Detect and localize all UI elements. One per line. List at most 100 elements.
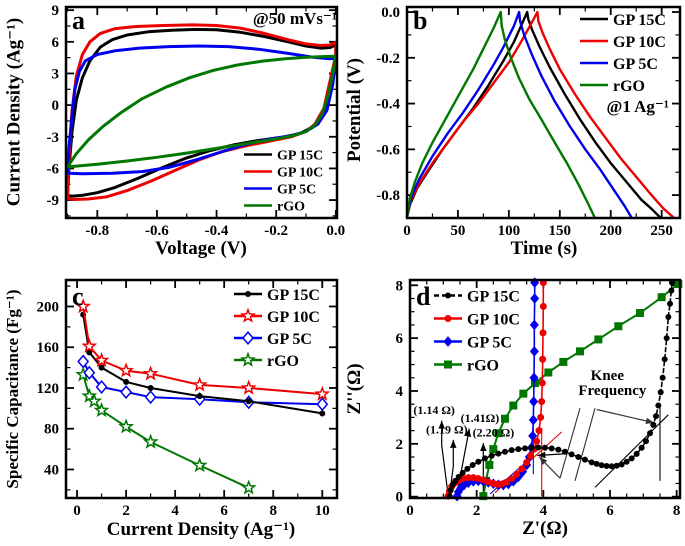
panel-c-rate-capability: 0 2 4 6 8 10 40 80 120 160 200 GP 15C GP 10C GP 5C rGO… xyxy=(0,272,342,546)
x-tick-label: 150 xyxy=(549,223,572,239)
legend-item-GP-15C: GP 15C xyxy=(580,12,666,29)
legend-label: rGO xyxy=(467,357,499,374)
legend-item-GP-15C: GP 15C xyxy=(244,149,323,164)
panel-c-label: c xyxy=(72,282,84,311)
x-tick-label: 2 xyxy=(122,503,130,519)
legend-label: rGO xyxy=(267,353,299,370)
legend: GP 15C GP 10C GP 5C rGO xyxy=(234,287,320,370)
legend-label: GP 5C xyxy=(613,56,658,73)
x-tick-label: 2 xyxy=(473,503,481,519)
panel-c-x-axis-title: Current Density (Ag⁻¹) xyxy=(106,519,296,540)
series-GP-10C xyxy=(75,298,331,401)
y-tick-label: 40 xyxy=(44,462,59,478)
panel-d-nyquist: 0 2 4 6 8 0 2 4 6 8 (1.14 Ω) (1.19 Ω) (1.41Ω) (2.20 Ω… xyxy=(342,272,685,546)
legend-item-GP-5C: GP 5C xyxy=(434,334,512,351)
y-tick-label: -0.6 xyxy=(376,142,400,158)
legend-item-GP-5C: GP 5C xyxy=(244,183,316,198)
series-GP-15C xyxy=(446,279,675,500)
plot-frame xyxy=(408,278,682,500)
legend-item-GP-10C: GP 10C xyxy=(434,311,520,328)
y-tick-label: -9 xyxy=(47,193,60,209)
legend-item-rGO: rGO xyxy=(580,78,645,95)
y-tick-label: 9 xyxy=(52,3,60,19)
panel-d-x-axis-title: Z'(Ω) xyxy=(522,518,568,539)
annotation-line xyxy=(574,408,596,481)
y-tick-label: 200 xyxy=(37,299,60,315)
panel-b-label: b xyxy=(413,6,428,35)
x-tick-label: -0.4 xyxy=(205,223,229,239)
legend: GP 15C GP 10C GP 5C rGO xyxy=(434,288,520,374)
panel-b-canvas: 0 50 100 150 200 250 0.0 -0.2 -0.4 -0.6 -0.8 GP 15C… xyxy=(376,5,682,239)
y-tick-label: -0.8 xyxy=(376,188,400,204)
legend-label: GP 10C xyxy=(277,166,323,181)
legend-label: GP 10C xyxy=(267,309,320,326)
annotation-arrow xyxy=(441,420,449,495)
annotation-arrow xyxy=(596,408,655,424)
y-tick-label: 8 xyxy=(396,278,404,294)
panel-c-canvas: 0 2 4 6 8 10 40 80 120 160 200 GP 15C GP 10C GP 5C rGO xyxy=(37,278,339,519)
legend-label: GP 15C xyxy=(277,149,323,164)
legend-label: GP 5C xyxy=(277,183,316,198)
legend-item-GP-15C: GP 15C xyxy=(434,288,520,305)
legend-label: GP 10C xyxy=(467,311,520,328)
legend-label: GP 10C xyxy=(613,34,666,51)
annotation-text: (1.14 Ω) xyxy=(413,403,455,417)
y-tick-label: 2 xyxy=(396,437,404,453)
x-tick-label: 250 xyxy=(650,223,673,239)
y-tick-label: 0 xyxy=(396,490,404,506)
y-tick-label: 80 xyxy=(44,422,59,438)
panel-b-y-axis-title: Potential (V) xyxy=(344,58,365,162)
x-tick-label: 6 xyxy=(606,503,614,519)
annotation-text: Frequency xyxy=(578,383,647,399)
y-tick-label: 6 xyxy=(52,35,60,51)
y-tick-label: 0 xyxy=(52,98,60,114)
x-tick-label: 4 xyxy=(171,503,179,519)
plot-frame xyxy=(405,5,682,220)
panel-a-cv: -0.8 -0.6 -0.4 -0.2 0.0 -9 -6 -3 0 3 6 9 GP 15C GP 10… xyxy=(0,0,346,272)
x-tick-label: 200 xyxy=(599,223,622,239)
series-GP-10C xyxy=(66,23,338,201)
series-GP-5C xyxy=(66,44,338,176)
legend-label: GP 15C xyxy=(267,287,320,304)
panel-a-scan-rate-note: @50 mVs⁻¹ xyxy=(252,9,337,28)
series-GP-10C xyxy=(405,10,675,219)
x-tick-label: 4 xyxy=(540,503,548,519)
series-GP-15C xyxy=(66,27,338,198)
x-tick-label: 8 xyxy=(269,503,277,519)
panel-b-charge-discharge: 0 50 100 150 200 250 0.0 -0.2 -0.4 -0.6 -0.8 GP 15C… xyxy=(342,0,685,272)
legend-label: GP 15C xyxy=(467,288,520,305)
x-tick-label: 100 xyxy=(498,223,521,239)
panel-a-label: a xyxy=(72,6,85,35)
x-tick-label: 0.0 xyxy=(326,223,345,239)
x-tick-label: -0.6 xyxy=(145,223,169,239)
legend-label: GP 15C xyxy=(613,12,666,29)
x-tick-label: 10 xyxy=(315,503,330,519)
legend: GP 15C GP 10C GP 5C rGO xyxy=(580,12,666,95)
annotation-text: (2.20 Ω) xyxy=(473,425,515,439)
x-tick-label: 0 xyxy=(403,223,411,239)
legend-label: GP 5C xyxy=(467,334,512,351)
panel-a-y-axis-title: Current Density (Ag⁻¹) xyxy=(3,17,25,207)
legend-item-GP-15C: GP 15C xyxy=(234,287,320,304)
x-tick-label: 6 xyxy=(220,503,228,519)
annotation-text: Knee xyxy=(591,368,625,384)
y-tick-label: 3 xyxy=(52,66,60,82)
y-tick-label: -3 xyxy=(47,130,60,146)
legend-item-GP-10C: GP 10C xyxy=(234,307,320,326)
series-rGO xyxy=(75,366,257,495)
legend-item-GP-10C: GP 10C xyxy=(244,166,323,181)
legend-item-GP-10C: GP 10C xyxy=(580,34,666,51)
y-tick-label: 120 xyxy=(37,381,60,397)
y-tick-label: 6 xyxy=(396,331,404,347)
y-tick-label: -6 xyxy=(47,161,60,177)
legend-label: rGO xyxy=(613,78,645,95)
y-tick-label: 4 xyxy=(396,384,404,400)
x-tick-label: 50 xyxy=(450,223,465,239)
panel-c-y-axis-title: Specific Capacitance (Fg⁻¹) xyxy=(3,289,22,489)
annotation-text: (1.41Ω) xyxy=(461,411,500,425)
panel-d-canvas: 0 2 4 6 8 0 2 4 6 8 (1.14 Ω) (1.19 Ω)(1.41Ω)(2.20 Ω… xyxy=(396,277,683,519)
y-tick-label: -0.4 xyxy=(376,97,400,113)
legend-label: GP 5C xyxy=(267,331,312,348)
legend-item-rGO: rGO xyxy=(434,357,499,374)
